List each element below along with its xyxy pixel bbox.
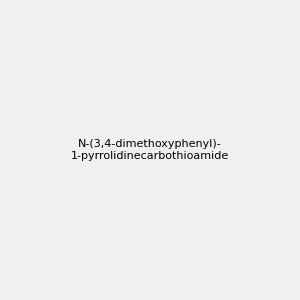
- Text: N-(3,4-dimethoxyphenyl)-
1-pyrrolidinecarbothioamide: N-(3,4-dimethoxyphenyl)- 1-pyrrolidineca…: [71, 139, 229, 161]
